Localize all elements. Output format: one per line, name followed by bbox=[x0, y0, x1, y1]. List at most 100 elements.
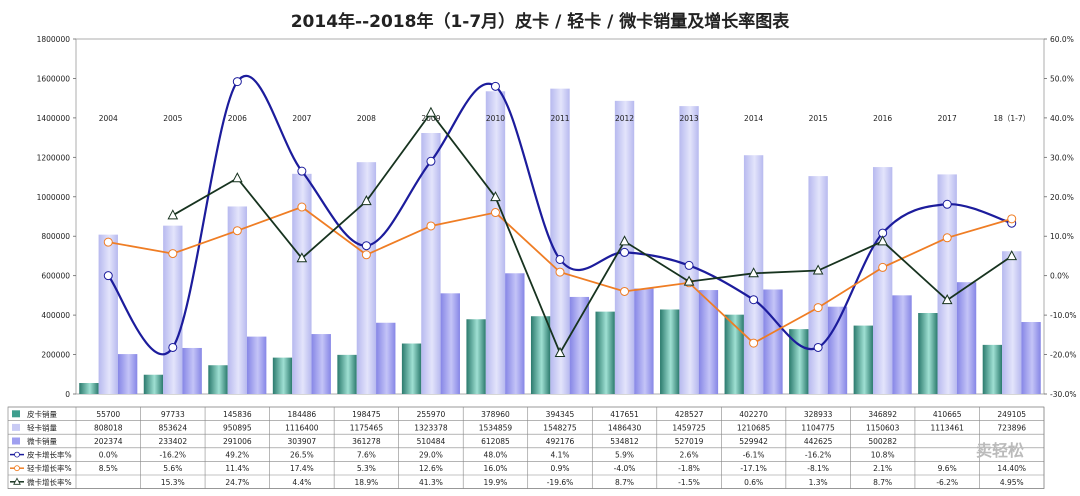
line-point-0 bbox=[813, 342, 823, 352]
line-point-1 bbox=[490, 208, 500, 218]
line-point-2 bbox=[361, 195, 372, 206]
table-cell: 1459725 bbox=[672, 423, 706, 432]
table-cell: 410665 bbox=[933, 410, 962, 419]
bar-1 bbox=[1002, 251, 1022, 394]
table-cell: -16.2% bbox=[160, 451, 187, 460]
bar-2 bbox=[376, 322, 396, 394]
bar-0 bbox=[466, 319, 486, 394]
table-cell: -8.1% bbox=[807, 464, 829, 473]
table-cell: 26.5% bbox=[290, 451, 314, 460]
table-cell: 5.9% bbox=[615, 451, 634, 460]
table-cell: 2.6% bbox=[680, 451, 699, 460]
legend-swatch bbox=[12, 437, 20, 445]
table-cell: 97733 bbox=[161, 410, 185, 419]
category-label: 2016 bbox=[873, 114, 892, 123]
table-row-label: 轻卡增长率% bbox=[27, 463, 72, 473]
category-label: 2014 bbox=[744, 114, 763, 123]
line-series-0 bbox=[107, 74, 1013, 356]
bar-2 bbox=[634, 288, 654, 394]
table-cell: 17.4% bbox=[290, 464, 314, 473]
left-tick-label: 1200000 bbox=[37, 153, 71, 162]
line-point-1 bbox=[813, 303, 823, 313]
table-cell: 510484 bbox=[417, 437, 446, 446]
table-cell: 529942 bbox=[739, 437, 768, 446]
line-point-1 bbox=[1007, 214, 1017, 224]
chart-title: 2014年--2018年（1-7月）皮卡 / 轻卡 / 微卡销量及增长率图表 bbox=[291, 11, 791, 32]
left-tick-label: 1400000 bbox=[37, 114, 71, 123]
table-cell: 145836 bbox=[223, 410, 252, 419]
table-cell: 202374 bbox=[94, 437, 123, 446]
line-point-1 bbox=[426, 221, 436, 231]
line-point-0 bbox=[361, 241, 371, 251]
bar-0 bbox=[789, 329, 809, 394]
line-point-2 bbox=[748, 267, 759, 278]
bar-0 bbox=[208, 365, 228, 394]
table-cell: 328933 bbox=[804, 410, 833, 419]
bar-1 bbox=[872, 167, 893, 394]
line-point-0 bbox=[684, 260, 694, 270]
table-cell: 14.40% bbox=[997, 464, 1026, 473]
table-cell: 808018 bbox=[94, 423, 123, 432]
bar-1 bbox=[614, 100, 635, 395]
bar-0 bbox=[530, 316, 551, 394]
table-cell: 402270 bbox=[739, 410, 768, 419]
bar-2 bbox=[1021, 322, 1041, 394]
line-point-1 bbox=[878, 262, 888, 272]
right-tick-label: 20.0% bbox=[1050, 193, 1074, 202]
bar-0 bbox=[143, 374, 164, 394]
table-cell: 8.7% bbox=[873, 478, 892, 487]
table-cell: 1175465 bbox=[350, 423, 384, 432]
table-cell: 1486430 bbox=[608, 423, 642, 432]
right-tick-label: -20.0% bbox=[1050, 351, 1077, 360]
table-cell: 1113461 bbox=[930, 423, 964, 432]
table-cell: 1104775 bbox=[801, 423, 835, 432]
table-cell: 0.9% bbox=[550, 464, 569, 473]
category-label: 2012 bbox=[615, 114, 634, 123]
legend-swatch bbox=[12, 423, 20, 431]
table-row-label: 皮卡销量 bbox=[27, 409, 57, 419]
bar-0 bbox=[272, 357, 293, 394]
table-cell: 11.4% bbox=[225, 464, 249, 473]
table-cell: -19.6% bbox=[547, 478, 574, 487]
line-series-2 bbox=[172, 111, 1013, 356]
table-cell: 255970 bbox=[417, 410, 446, 419]
bar-1 bbox=[485, 91, 506, 395]
table-cell: 24.7% bbox=[225, 478, 249, 487]
bar-2 bbox=[827, 306, 848, 394]
bar-0 bbox=[853, 325, 873, 394]
bar-1 bbox=[421, 133, 441, 395]
line-series bbox=[103, 74, 1018, 357]
bar-1 bbox=[679, 106, 699, 394]
line-point-2 bbox=[554, 346, 566, 357]
category-label: 2008 bbox=[357, 114, 376, 123]
category-label: 2007 bbox=[292, 114, 311, 123]
line-point-0 bbox=[620, 247, 630, 257]
category-label: 2015 bbox=[809, 114, 828, 123]
right-tick-label: -10.0% bbox=[1050, 311, 1077, 320]
bar-1 bbox=[227, 206, 248, 394]
table-cell: 29.0% bbox=[419, 451, 443, 460]
line-point-1 bbox=[232, 226, 242, 236]
line-point-0 bbox=[168, 342, 178, 352]
line-point-0 bbox=[297, 166, 307, 176]
left-tick-label: 200000 bbox=[41, 351, 70, 360]
table-cell: 394345 bbox=[546, 410, 575, 419]
bar-0 bbox=[660, 309, 680, 394]
line-point-0 bbox=[942, 199, 952, 209]
bar-1 bbox=[356, 162, 377, 394]
table-cell: 442625 bbox=[804, 437, 833, 446]
bar-2 bbox=[763, 289, 783, 394]
table-row-label: 微卡增长率% bbox=[27, 477, 72, 487]
line-point-2 bbox=[232, 172, 243, 183]
table-cell: 41.3% bbox=[419, 478, 443, 487]
line-point-0 bbox=[232, 77, 242, 87]
table-cell: 1548275 bbox=[543, 423, 577, 432]
table-cell: 0.6% bbox=[744, 478, 763, 487]
line-point-2 bbox=[1006, 250, 1018, 261]
table-cell: 15.3% bbox=[161, 478, 185, 487]
bar-2 bbox=[311, 334, 331, 394]
category-label: 2010 bbox=[486, 114, 505, 123]
category-label: 2013 bbox=[680, 114, 699, 123]
